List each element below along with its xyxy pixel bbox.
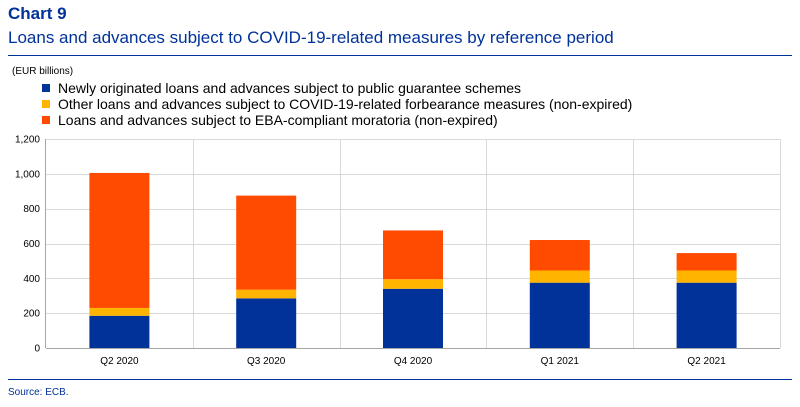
legend-label-guarantee: Newly originated loans and advances subj… bbox=[58, 80, 522, 96]
bar-segment-2 bbox=[383, 279, 443, 289]
legend-item-forbearance: Other loans and advances subject to COVI… bbox=[42, 96, 632, 112]
chart-label: Chart 9 bbox=[8, 4, 67, 23]
legend-swatch-forbearance bbox=[42, 100, 50, 108]
y-tick-label: 400 bbox=[23, 274, 40, 285]
legend-item-guarantee: Newly originated loans and advances subj… bbox=[42, 80, 632, 96]
legend-label-forbearance: Other loans and advances subject to COVI… bbox=[58, 96, 633, 112]
bar-segment-3 bbox=[236, 195, 297, 290]
chart-title: Loans and advances subject to COVID-19-r… bbox=[8, 28, 614, 47]
x-tick-label: Q3 2020 bbox=[247, 356, 286, 367]
x-tick-label: Q2 2021 bbox=[687, 356, 726, 367]
x-tick-label: Q4 2020 bbox=[394, 356, 433, 367]
x-tick-label: Q2 2020 bbox=[100, 356, 139, 367]
y-tick-label: 600 bbox=[23, 239, 40, 250]
x-tick-label: Q1 2021 bbox=[541, 356, 580, 367]
bar-segment-1 bbox=[236, 298, 297, 348]
bar-segment-3 bbox=[89, 172, 150, 308]
legend-swatch-guarantee bbox=[42, 84, 50, 92]
bar-segment-1 bbox=[383, 288, 443, 348]
y-tick-label: 1,000 bbox=[15, 169, 40, 180]
bar-segment-1 bbox=[89, 315, 150, 348]
bottom-rule bbox=[8, 379, 792, 380]
source-note: Source: ECB. bbox=[8, 387, 69, 398]
bar-segment-3 bbox=[529, 240, 590, 271]
bar-segment-1 bbox=[529, 282, 590, 348]
y-tick-label: 1,200 bbox=[15, 135, 40, 146]
bar-segment-3 bbox=[383, 230, 443, 280]
legend-item-moratoria: Loans and advances subject to EBA-compli… bbox=[42, 112, 632, 128]
top-rule bbox=[8, 55, 792, 56]
bar-segment-2 bbox=[236, 289, 297, 299]
legend: Newly originated loans and advances subj… bbox=[42, 80, 632, 128]
bar-segment-3 bbox=[676, 253, 737, 271]
bar-segment-2 bbox=[529, 270, 590, 283]
unit-label: (EUR billions) bbox=[12, 66, 74, 77]
y-tick-label: 0 bbox=[34, 344, 40, 355]
legend-label-moratoria: Loans and advances subject to EBA-compli… bbox=[58, 112, 498, 128]
bar-segment-2 bbox=[89, 307, 150, 316]
bar-segment-2 bbox=[676, 270, 737, 283]
bar-segment-1 bbox=[676, 282, 737, 348]
legend-swatch-moratoria bbox=[42, 116, 50, 124]
y-tick-label: 800 bbox=[23, 204, 40, 215]
y-tick-label: 200 bbox=[23, 309, 40, 320]
